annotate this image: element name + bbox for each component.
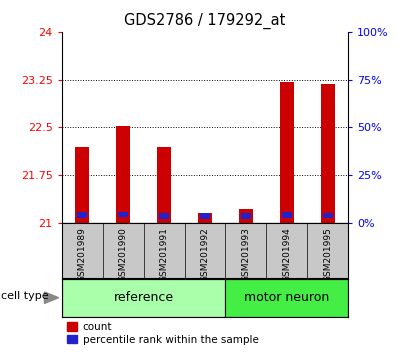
Bar [323, 213, 333, 218]
Text: cell type: cell type [1, 291, 49, 301]
Bar [118, 212, 128, 217]
Bar [157, 147, 171, 223]
Bar [225, 279, 348, 317]
Bar [280, 81, 294, 223]
Bar [62, 279, 225, 317]
Bar [75, 147, 89, 223]
Text: GSM201991: GSM201991 [160, 227, 168, 282]
Text: GSM201990: GSM201990 [119, 227, 128, 282]
Bar [200, 213, 210, 218]
Bar [116, 126, 130, 223]
Bar [159, 213, 169, 218]
Text: GSM201989: GSM201989 [78, 227, 87, 282]
Bar [241, 213, 251, 218]
Text: GSM201992: GSM201992 [201, 227, 209, 282]
Bar [77, 212, 87, 218]
Text: GSM201993: GSM201993 [242, 227, 250, 282]
Bar [198, 213, 212, 223]
Bar [239, 209, 253, 223]
Bar [282, 212, 292, 218]
Text: motor neuron: motor neuron [244, 291, 330, 304]
Title: GDS2786 / 179292_at: GDS2786 / 179292_at [124, 13, 286, 29]
Text: GSM201994: GSM201994 [282, 227, 291, 282]
Text: GSM201995: GSM201995 [323, 227, 332, 282]
Polygon shape [45, 292, 59, 303]
Text: reference: reference [113, 291, 174, 304]
Bar [321, 84, 335, 223]
Legend: count, percentile rank within the sample: count, percentile rank within the sample [67, 322, 258, 345]
